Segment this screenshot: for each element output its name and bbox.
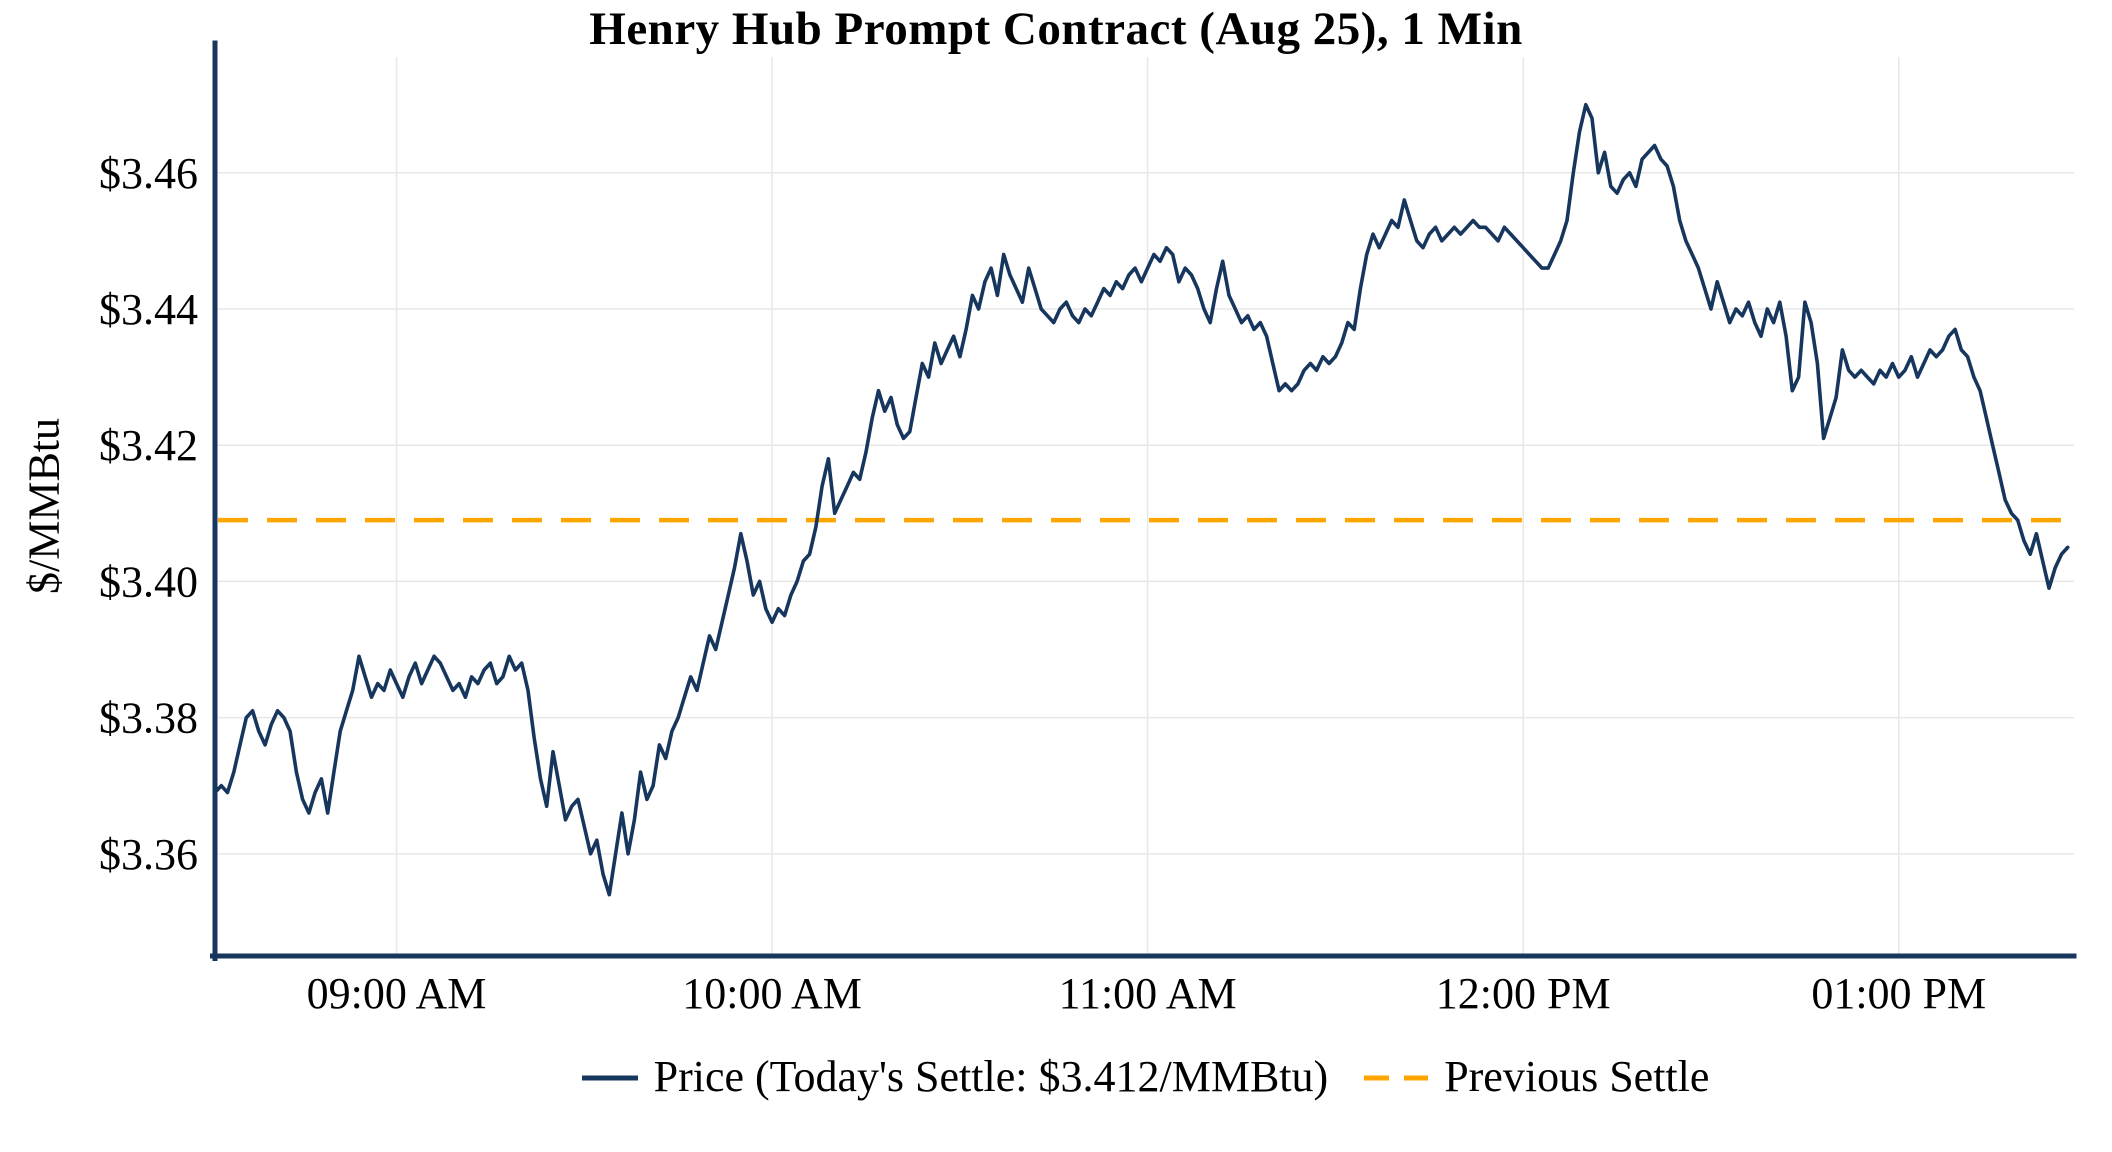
y-tick-label: $3.46 [99, 149, 198, 198]
previous-settle-dashed-line-icon [1364, 1075, 1429, 1081]
legend-label-price: Price (Today's Settle: $3.412/MMBtu) [653, 1051, 1329, 1101]
x-tick-label: 10:00 AM [682, 969, 862, 1018]
y-tick-label: $3.38 [99, 694, 198, 743]
x-tick-label: 01:00 PM [1811, 969, 1986, 1018]
legend-label-previous-settle: Previous Settle [1444, 1051, 1710, 1101]
x-tick-label: 12:00 PM [1436, 969, 1611, 1018]
x-tick-label: 09:00 AM [307, 969, 487, 1018]
legend-item-price: Price (Today's Settle: $3.412/MMBtu) [580, 1051, 1329, 1102]
x-tick-label: 11:00 AM [1059, 969, 1237, 1018]
price-line [213, 102, 2070, 897]
y-tick-label: $3.40 [99, 557, 198, 606]
y-tick-label: $3.36 [99, 830, 198, 879]
y-tick-label: $3.42 [99, 421, 198, 470]
legend-item-previous-settle: Previous Settle [1362, 1051, 1709, 1102]
chart-title: Henry Hub Prompt Contract (Aug 25), 1 Mi… [589, 3, 1523, 55]
y-tick-label: $3.44 [99, 285, 198, 334]
price-line-icon [581, 1075, 638, 1081]
chart-legend: Price (Today's Settle: $3.412/MMBtu) Pre… [215, 1044, 2074, 1108]
